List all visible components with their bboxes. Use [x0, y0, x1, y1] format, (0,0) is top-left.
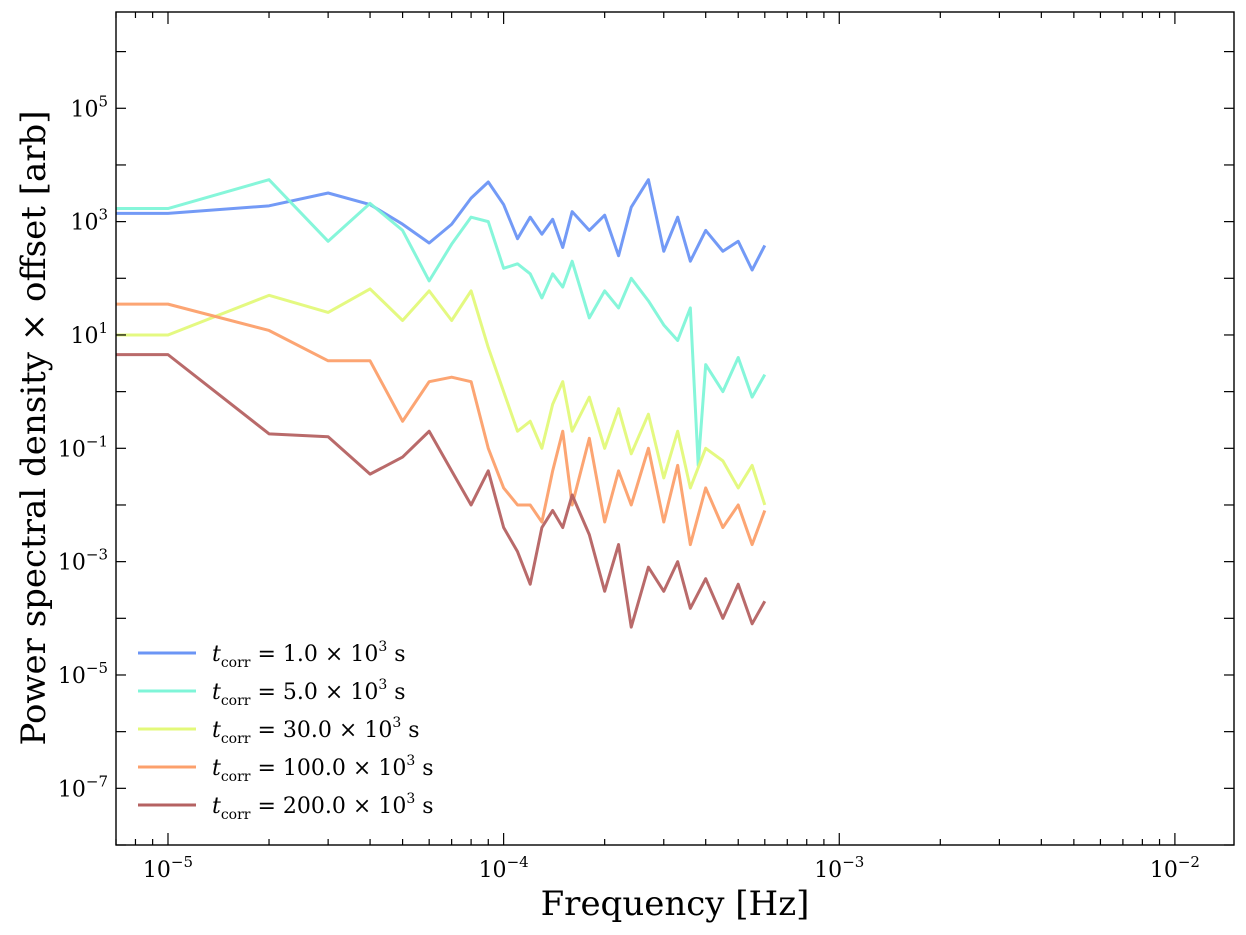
y-axis-label: Power spectral density × offset [arb]	[14, 110, 54, 745]
series-line-5	[116, 353, 767, 629]
x-tick-label: 10−2	[1150, 853, 1200, 883]
series-line-3	[116, 287, 767, 506]
legend-label-5: tcorr = 200.0 × 103 s	[212, 791, 434, 823]
plot-frame	[115, 11, 1235, 846]
y-tick-label: 101	[70, 319, 108, 349]
legend-label-1: tcorr = 1.0 × 103 s	[212, 639, 406, 671]
legend-label-3: tcorr = 30.0 × 103 s	[212, 715, 420, 747]
x-tick-label: 10−4	[479, 853, 529, 883]
series-layer	[116, 178, 767, 629]
legend-label-2: tcorr = 5.0 × 103 s	[212, 677, 406, 709]
x-tick-label: 10−3	[814, 853, 864, 883]
x-axis-label: Frequency [Hz]	[541, 884, 810, 924]
y-tick-label: 10−3	[58, 546, 108, 576]
series-line-1	[116, 178, 767, 272]
series-line-4	[116, 302, 767, 547]
legend: tcorr = 1.0 × 103 s tcorr = 5.0 × 103 s tc…	[138, 639, 434, 823]
legend-label-4: tcorr = 100.0 × 103 s	[212, 753, 434, 785]
y-tick-label: 10−5	[58, 659, 108, 689]
y-tick-label: 103	[70, 206, 108, 236]
series-line-2	[116, 178, 767, 467]
ticks-layer: 10−5 10−4 10−3 10−2 10−7 10−5 10−3 10−1 101 103 10…	[58, 12, 1234, 883]
y-tick-label: 105	[70, 92, 108, 122]
y-tick-label: 10−1	[58, 432, 108, 462]
y-tick-label: 10−7	[58, 772, 108, 802]
x-tick-label: 10−5	[143, 853, 193, 883]
